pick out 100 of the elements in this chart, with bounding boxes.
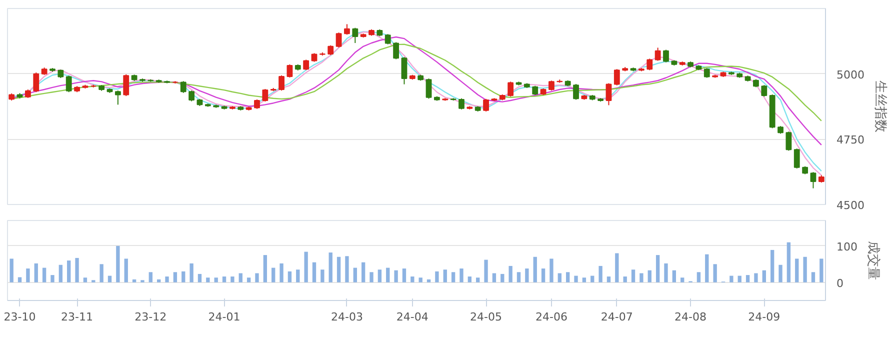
bar <box>476 278 480 282</box>
bar <box>525 268 529 282</box>
candlestick <box>532 85 538 96</box>
bar <box>631 270 636 282</box>
candlestick <box>262 88 268 102</box>
bar <box>541 268 546 282</box>
candlestick <box>401 56 408 85</box>
bar <box>83 278 88 282</box>
y-axis-title: 生丝指数 <box>872 80 888 132</box>
bar <box>26 268 30 282</box>
bar <box>280 263 284 282</box>
bar <box>533 256 537 282</box>
candlestick <box>810 172 816 189</box>
bar <box>640 273 644 282</box>
x-tick-label: 24-01 <box>208 310 240 324</box>
bar <box>484 260 488 282</box>
y-tick-label: 5000 <box>836 68 864 82</box>
x-tick-label: 23-10 <box>4 310 36 324</box>
bar <box>206 278 210 282</box>
bar <box>75 258 79 282</box>
candlestick <box>180 80 186 94</box>
bar <box>238 273 242 282</box>
bar <box>492 273 496 282</box>
bar <box>508 266 512 282</box>
bar <box>320 270 324 282</box>
bar <box>345 256 349 282</box>
candlestick <box>278 74 284 92</box>
bar <box>460 268 464 282</box>
bar <box>378 270 382 282</box>
candlestick <box>654 47 661 62</box>
bar <box>246 278 251 282</box>
bar <box>582 278 586 282</box>
bar <box>754 273 758 282</box>
candlestick <box>286 64 293 78</box>
bar <box>108 276 112 282</box>
y-tick-label: 0 <box>836 276 844 290</box>
x-tick-label: 23-12 <box>134 310 167 324</box>
bar <box>418 278 422 282</box>
x-tick-label: 24-09 <box>748 310 780 324</box>
x-tick-label: 23-11 <box>61 310 94 324</box>
bar <box>590 276 594 282</box>
bar <box>656 255 660 282</box>
candlestick <box>573 84 579 100</box>
x-tick-label: 24-08 <box>674 310 707 324</box>
bar <box>648 270 652 282</box>
bar <box>672 270 676 282</box>
bar <box>746 275 750 282</box>
bar <box>566 272 570 282</box>
bar <box>435 271 439 282</box>
candlestick <box>606 82 612 106</box>
candlestick <box>458 98 464 110</box>
candlestick <box>761 84 768 98</box>
x-tick-label: 24-03 <box>330 310 363 324</box>
y-axis-title: 成交量 <box>865 241 882 280</box>
bar <box>820 258 824 282</box>
candlestick <box>66 75 72 93</box>
bar <box>312 262 316 282</box>
bar <box>762 270 766 282</box>
bar <box>730 276 734 282</box>
candlestick <box>704 68 710 78</box>
bar <box>426 279 431 282</box>
bar <box>336 256 341 282</box>
bar <box>182 271 186 282</box>
candlestick <box>384 34 391 45</box>
bar <box>173 272 178 282</box>
bar <box>410 276 414 282</box>
bar <box>803 256 807 282</box>
bar <box>50 275 54 282</box>
bar <box>705 254 709 282</box>
y-tick-label: 100 <box>836 240 858 254</box>
candlestick <box>426 78 432 100</box>
bar <box>190 263 194 282</box>
bar <box>156 279 161 282</box>
bar <box>304 252 308 282</box>
bar <box>288 271 292 282</box>
bar <box>574 276 578 282</box>
bar <box>598 266 602 282</box>
x-tick-label: 24-05 <box>470 310 502 324</box>
bar <box>795 258 799 282</box>
bar <box>263 255 268 282</box>
candlestick <box>393 42 400 60</box>
bar <box>222 276 226 282</box>
bar <box>770 250 774 282</box>
x-tick-label: 24-06 <box>535 310 568 324</box>
bar <box>664 263 668 282</box>
y-tick-label: 4500 <box>836 199 864 212</box>
x-tick-label: 24-07 <box>600 310 633 324</box>
bar <box>623 276 627 282</box>
bar <box>696 272 701 282</box>
bar <box>394 270 398 282</box>
bar <box>198 274 202 282</box>
candlestick <box>254 98 260 110</box>
bar <box>214 278 218 282</box>
bar <box>132 279 136 282</box>
bar <box>558 273 562 282</box>
bar <box>67 260 71 282</box>
bar <box>500 274 504 282</box>
candlestick <box>188 90 195 102</box>
bar <box>272 268 276 282</box>
x-tick-label: 24-04 <box>396 310 428 324</box>
